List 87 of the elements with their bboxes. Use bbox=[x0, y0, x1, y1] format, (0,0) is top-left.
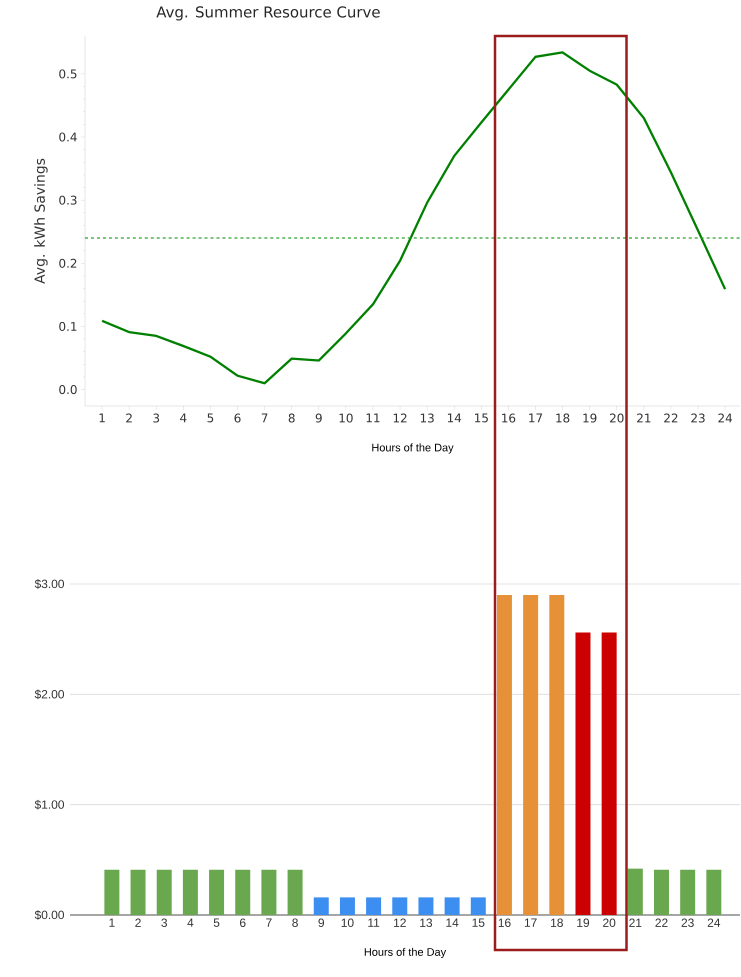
x-tick-label: 11 bbox=[366, 414, 380, 422]
bar bbox=[314, 897, 329, 915]
x-tick-label: 15 bbox=[472, 918, 484, 927]
x-tick-label: 10 bbox=[342, 918, 354, 927]
bar bbox=[628, 868, 643, 915]
x-tick-label: 23 bbox=[691, 414, 705, 423]
x-tick-label: 16 bbox=[502, 414, 516, 423]
y-tick-label: 0.2 bbox=[59, 258, 76, 268]
line-series bbox=[100, 51, 726, 384]
y-tick-label: 0.1 bbox=[59, 322, 76, 331]
x-tick-label: 21 bbox=[629, 918, 642, 927]
bar bbox=[130, 870, 146, 915]
x-tick-label: 10 bbox=[340, 414, 353, 423]
bar bbox=[340, 897, 355, 915]
x-tick-label: 6 bbox=[234, 414, 241, 423]
bar bbox=[496, 595, 512, 915]
x-tick-label: 11 bbox=[368, 918, 380, 927]
bar bbox=[470, 897, 486, 915]
x-tick-label: 20 bbox=[610, 414, 624, 423]
x-tick-label: 8 bbox=[292, 918, 298, 927]
x-tick-label: 7 bbox=[266, 918, 272, 927]
x-axis-title: Hours of the Day bbox=[372, 443, 454, 454]
bar bbox=[104, 870, 120, 915]
bar bbox=[392, 897, 408, 915]
bar bbox=[418, 897, 434, 915]
bar bbox=[523, 595, 538, 915]
bar bbox=[288, 870, 303, 915]
x-tick-label: 5 bbox=[214, 918, 220, 927]
y-tick-label: $2.00 bbox=[34, 690, 64, 700]
x-tick-label: 17 bbox=[524, 918, 537, 927]
x-tick-label: 20 bbox=[603, 918, 616, 927]
x-tick-label: 24 bbox=[708, 918, 720, 927]
bar bbox=[575, 632, 590, 915]
bar bbox=[680, 870, 696, 915]
y-tick-label: 0.4 bbox=[59, 132, 77, 142]
x-tick-label: 4 bbox=[180, 414, 186, 422]
y-tick-label: 0.5 bbox=[59, 69, 76, 78]
x-tick-label: 22 bbox=[664, 414, 678, 422]
x-tick-label: 3 bbox=[161, 918, 168, 927]
x-tick-label: 24 bbox=[718, 414, 732, 422]
x-tick-label: 12 bbox=[394, 918, 406, 927]
bar bbox=[182, 870, 198, 915]
x-tick-label: 1 bbox=[100, 414, 105, 422]
bar bbox=[444, 897, 460, 915]
x-tick-label: 3 bbox=[153, 414, 160, 423]
bar bbox=[261, 870, 276, 915]
x-tick-label: 14 bbox=[448, 414, 462, 422]
x-tick-label: 17 bbox=[529, 414, 542, 422]
x-tick-label: 15 bbox=[475, 414, 488, 422]
y-tick-label: 0.3 bbox=[59, 196, 77, 205]
bar bbox=[654, 870, 669, 915]
x-tick-label: 8 bbox=[288, 414, 295, 423]
bar bbox=[602, 632, 617, 915]
x-tick-label: 13 bbox=[420, 414, 434, 423]
y-tick-label: $0.00 bbox=[34, 910, 64, 920]
x-tick-label: 18 bbox=[556, 414, 570, 423]
x-tick-label: 6 bbox=[240, 918, 246, 927]
bar bbox=[156, 870, 172, 915]
x-tick-label: 9 bbox=[318, 918, 324, 927]
bar bbox=[549, 595, 564, 915]
x-tick-label: 2 bbox=[135, 918, 141, 927]
y-tick-label: 0.0 bbox=[59, 385, 77, 394]
x-tick-label: 1 bbox=[109, 918, 115, 927]
x-tick-label: 22 bbox=[655, 918, 668, 927]
x-tick-label: 19 bbox=[577, 918, 590, 927]
x-tick-label: 4 bbox=[187, 918, 194, 927]
x-tick-label: 18 bbox=[551, 918, 563, 927]
x-tick-label: 19 bbox=[583, 414, 596, 423]
x-tick-label: 13 bbox=[420, 918, 432, 927]
x-tick-label: 14 bbox=[446, 918, 458, 927]
bar bbox=[235, 870, 250, 915]
bar bbox=[209, 870, 224, 915]
x-tick-label: 7 bbox=[262, 414, 268, 422]
x-tick-label: 12 bbox=[394, 414, 406, 422]
bar bbox=[706, 870, 722, 915]
x-tick-label: 5 bbox=[208, 414, 214, 422]
x-tick-label: 9 bbox=[316, 414, 322, 423]
y-axis-title: Avg. kWh Savings bbox=[34, 158, 48, 284]
x-axis-title: Hours of the Day bbox=[364, 948, 446, 958]
x-tick-label: 23 bbox=[682, 918, 694, 927]
x-tick-label: 16 bbox=[498, 918, 511, 927]
x-tick-label: 2 bbox=[126, 414, 132, 422]
x-tick-label: 21 bbox=[637, 414, 650, 422]
y-tick-label: $1.00 bbox=[34, 800, 64, 810]
chart-title: Avg. Summer Resource Curve bbox=[156, 6, 380, 20]
bar bbox=[366, 897, 382, 915]
y-tick-label: $3.00 bbox=[34, 579, 64, 589]
